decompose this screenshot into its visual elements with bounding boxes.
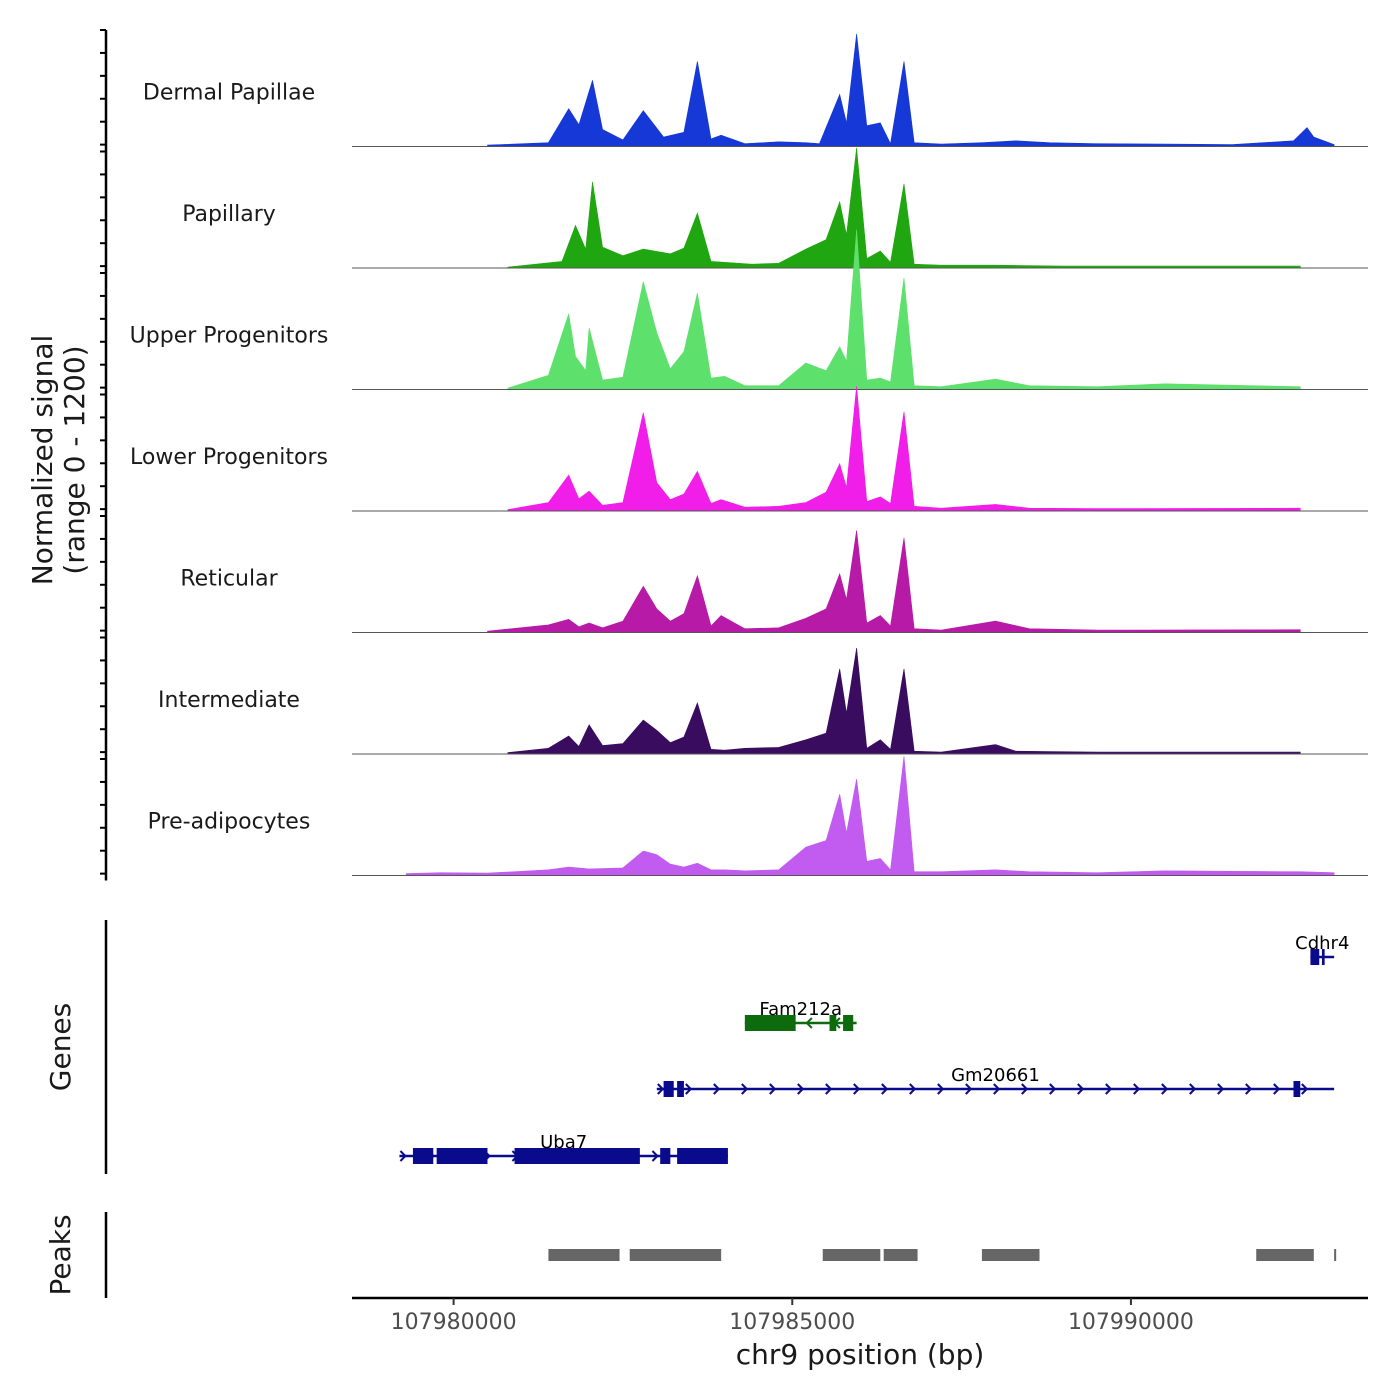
strand-arrow	[1105, 1083, 1113, 1095]
x-tick-label: 107980000	[391, 1310, 517, 1335]
strand-arrow	[797, 1083, 805, 1095]
track-intermediate: Intermediate	[158, 648, 1368, 755]
peak-region	[822, 1249, 881, 1261]
strand-arrow	[1049, 1083, 1057, 1095]
x-axis-title: chr9 position (bp)	[736, 1338, 985, 1371]
gene-uba7: Uba7	[399, 1132, 728, 1164]
gene-exon	[436, 1148, 488, 1164]
track-area-intermediate	[507, 648, 1301, 755]
strand-arrow	[937, 1083, 945, 1095]
peak-region	[629, 1249, 722, 1261]
gene-label-gm20661: Gm20661	[951, 1065, 1040, 1086]
track-area-papillary	[507, 147, 1301, 269]
signal-y-axis	[100, 29, 108, 881]
peak-region	[1256, 1249, 1314, 1261]
gene-exon	[514, 1148, 640, 1164]
peak-region	[981, 1249, 1040, 1261]
track-label-upper-progenitors: Upper Progenitors	[130, 324, 329, 349]
track-label-pre-adipocytes: Pre-adipocytes	[148, 810, 311, 835]
strand-arrow	[825, 1083, 833, 1095]
peak-region	[883, 1249, 918, 1261]
strand-arrow	[881, 1083, 889, 1095]
track-papillary: Papillary	[182, 147, 1368, 269]
gene-exon	[1310, 949, 1320, 965]
track-label-dermal-papillae: Dermal Papillae	[143, 81, 315, 106]
gene-gm20661: Gm20661	[656, 1065, 1335, 1097]
track-reticular: Reticular	[180, 530, 1368, 633]
strand-arrow	[853, 1083, 861, 1095]
genes-panel-label: Genes	[44, 1003, 77, 1091]
x-tick-label: 107985000	[729, 1310, 855, 1335]
y-axis-title-line2: (range 0 - 1200)	[58, 345, 91, 574]
strand-arrow	[769, 1083, 777, 1095]
gene-exon	[677, 1148, 728, 1164]
strand-arrow	[713, 1083, 721, 1095]
gene-exon	[744, 1015, 796, 1031]
strand-arrow	[1161, 1083, 1169, 1095]
strand-arrow	[1189, 1083, 1197, 1095]
track-dermal-papillae: Dermal Papillae	[143, 33, 1368, 147]
strand-arrow	[909, 1083, 917, 1095]
strand-arrow	[1077, 1083, 1085, 1095]
y-axis-title-line1: Normalized signal	[26, 335, 59, 586]
strand-arrow	[993, 1083, 1001, 1095]
gene-label-uba7: Uba7	[540, 1132, 587, 1153]
strand-arrow	[685, 1083, 693, 1095]
track-lower-progenitors: Lower Progenitors	[130, 386, 1368, 512]
strand-arrow	[1273, 1083, 1281, 1095]
gene-label-cdhr4: Cdhr4	[1295, 933, 1349, 954]
strand-arrow	[1245, 1083, 1253, 1095]
gene-exon	[677, 1081, 684, 1097]
track-area-lower-progenitors	[507, 386, 1301, 512]
gene-exon	[660, 1148, 671, 1164]
track-area-upper-progenitors	[507, 229, 1301, 390]
strand-arrow	[1021, 1083, 1029, 1095]
gene-exon	[829, 1015, 837, 1031]
x-tick-label: 107990000	[1068, 1310, 1194, 1335]
strand-arrow	[805, 1017, 813, 1029]
peak-region	[1334, 1249, 1337, 1261]
strand-arrow	[399, 1150, 407, 1162]
strand-arrow	[965, 1083, 973, 1095]
signal-tracks: Dermal Papillae Papillary Upper Progenitor…	[130, 33, 1368, 876]
gene-exon	[1321, 949, 1325, 965]
strand-arrow	[1217, 1083, 1225, 1095]
track-upper-progenitors: Upper Progenitors	[130, 229, 1368, 390]
track-area-dermal-papillae	[487, 33, 1335, 147]
track-area-reticular	[487, 530, 1301, 633]
x-axis: 107980000 107985000 107990000	[352, 1296, 1368, 1335]
track-label-lower-progenitors: Lower Progenitors	[130, 445, 328, 470]
strand-arrow	[741, 1083, 749, 1095]
peak-region	[548, 1249, 620, 1261]
gene-label-fam212a: Fam212a	[759, 999, 842, 1020]
track-area-pre-adipocytes	[405, 756, 1335, 876]
gene-exon	[843, 1015, 854, 1031]
track-label-intermediate: Intermediate	[158, 688, 300, 713]
gene-exon	[412, 1148, 434, 1164]
gene-exon	[1293, 1081, 1301, 1097]
gene-cdhr4: Cdhr4	[1295, 933, 1349, 965]
gene-exon	[663, 1081, 674, 1097]
strand-arrow	[657, 1083, 665, 1095]
gene-fam212a: Fam212a	[744, 999, 857, 1031]
strand-arrow	[651, 1150, 659, 1162]
track-pre-adipocytes: Pre-adipocytes	[148, 756, 1368, 876]
track-label-papillary: Papillary	[182, 202, 276, 227]
genes-panel: Cdhr4 Fam212a Gm20661 Uba7	[104, 920, 1349, 1174]
strand-arrow	[1133, 1083, 1141, 1095]
track-label-reticular: Reticular	[180, 567, 278, 592]
peaks-panel	[104, 1212, 1337, 1298]
strand-arrow	[1301, 1083, 1309, 1095]
peaks-panel-label: Peaks	[44, 1214, 77, 1295]
